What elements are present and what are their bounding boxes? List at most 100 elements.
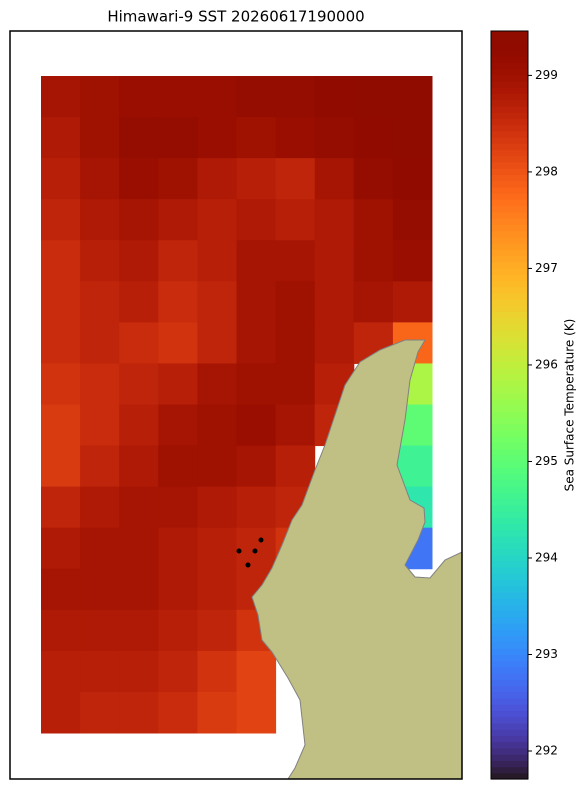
colorbar-step (491, 486, 528, 493)
sst-cell (197, 404, 237, 447)
colorbar-step (491, 454, 528, 462)
colorbar-step (491, 93, 528, 101)
colorbar-step (491, 641, 528, 649)
colorbar-step (491, 211, 528, 219)
sst-cell (275, 363, 316, 405)
colorbar-label: Sea Surface Temperature (K) (563, 319, 577, 492)
colorbar-step (491, 716, 528, 724)
colorbar-step (491, 604, 528, 612)
colorbar-step (491, 585, 528, 593)
colorbar-step (491, 280, 528, 288)
sst-cell (197, 117, 237, 159)
colorbar-step (491, 429, 528, 437)
colorbar-step (491, 461, 528, 468)
colorbar-step (491, 299, 528, 306)
colorbar-step (491, 754, 528, 761)
colorbar-step (491, 473, 528, 481)
colorbar-step (491, 112, 528, 119)
colorbar-step (491, 535, 528, 543)
colorbar-step (491, 105, 528, 113)
sst-cell (275, 445, 316, 488)
colorbar-step (491, 323, 528, 331)
sst-cell (119, 281, 159, 323)
sst-cell (275, 117, 316, 159)
colorbar-step (491, 567, 528, 574)
colorbar-step (491, 760, 528, 768)
colorbar-tick-label: 297 (535, 261, 558, 275)
colorbar-step (491, 398, 528, 406)
sst-cell (119, 199, 159, 241)
colorbar-tick-label: 292 (535, 744, 558, 758)
sst-cell (158, 281, 198, 323)
sst-cell (158, 199, 198, 241)
colorbar-step (491, 143, 528, 151)
colorbar-step (491, 411, 528, 419)
sst-cell (41, 486, 81, 529)
sst-cell (353, 281, 394, 323)
colorbar-step (491, 180, 528, 188)
sst-cell (158, 527, 198, 570)
map-frame (9, 30, 463, 780)
colorbar-step (491, 704, 528, 712)
sst-cell (80, 568, 120, 611)
colorbar-step (491, 635, 528, 643)
sst-cell (236, 158, 277, 200)
sst-cell (275, 199, 316, 241)
colorbar-step (491, 560, 528, 568)
sst-cell (392, 281, 433, 323)
colorbar-step (491, 43, 528, 51)
sst-cell (197, 322, 237, 364)
sst-cell (80, 527, 120, 570)
raster (41, 76, 433, 734)
colorbar-step (491, 49, 528, 57)
colorbar-step (491, 286, 528, 294)
stations (236, 537, 264, 568)
colorbar-step (491, 766, 528, 774)
sst-cell (80, 445, 120, 488)
station (258, 537, 264, 543)
colorbar-step (491, 548, 528, 556)
sst-cell (236, 527, 277, 570)
sst-cell (236, 650, 277, 693)
sst-cell (275, 404, 316, 447)
colorbar-step (491, 305, 528, 313)
colorbar-step (491, 542, 528, 549)
colorbar-step (491, 598, 528, 606)
colorbar-step (491, 504, 528, 512)
sst-cell (197, 691, 237, 734)
sst-cell (41, 527, 81, 570)
sst-cell (197, 281, 237, 323)
sst-cell (158, 609, 198, 652)
colorbar-step (491, 529, 528, 537)
colorbar-step (491, 616, 528, 624)
colorbar-step (491, 80, 528, 88)
sst-cell (80, 240, 120, 282)
sst-cell (236, 363, 277, 405)
colorbar-step (491, 174, 528, 182)
colorbar-step (491, 517, 528, 525)
colorbar-step (491, 673, 528, 680)
colorbar-step (491, 224, 528, 232)
sst-cell (314, 76, 355, 118)
sst-cell (158, 445, 198, 488)
colorbar-step (491, 218, 528, 225)
sst-cell (119, 363, 159, 405)
sst-cell (353, 158, 394, 200)
colorbar-step (491, 417, 528, 425)
colorbar-step (491, 199, 528, 207)
sst-cell (80, 199, 120, 241)
colorbar-step (491, 348, 528, 356)
colorbar-step (491, 380, 528, 387)
sst-cell (158, 158, 198, 200)
sst-cell (80, 76, 120, 118)
sst-cell (41, 404, 81, 447)
sst-cell (80, 650, 120, 693)
sst-cell (80, 158, 120, 200)
colorbar-step (491, 31, 528, 38)
colorbar-step (491, 510, 528, 518)
sst-cell (314, 240, 355, 282)
sst-cell (158, 240, 198, 282)
sst-cell (41, 281, 81, 323)
sst-cell (314, 117, 355, 159)
colorbar-step (491, 311, 528, 319)
